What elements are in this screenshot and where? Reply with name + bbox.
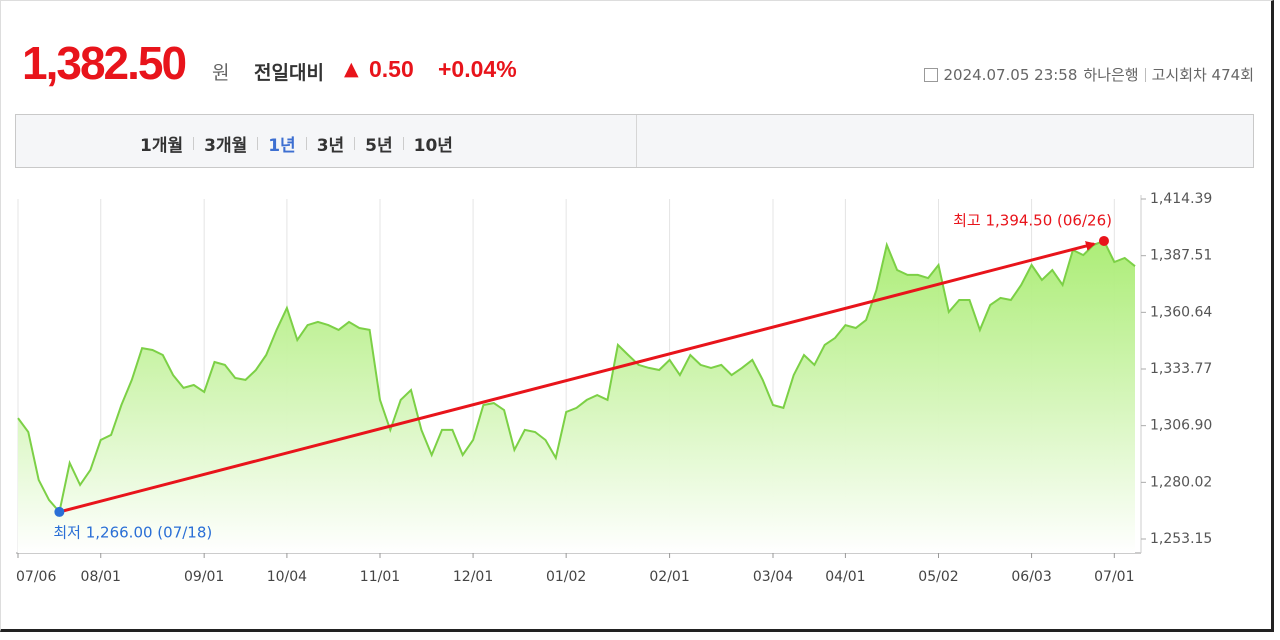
change: 0.50 xyxy=(369,56,414,82)
chart: 07/06 08/01 09/01 10/04 11/01 12/01 01/02 02/01… xyxy=(16,191,1212,585)
high-marker xyxy=(1098,235,1109,246)
period-tab[interactable]: 10년 xyxy=(413,136,453,156)
x-tick-label: 09/01 xyxy=(184,569,224,585)
y-tick-label: 1,414.39 xyxy=(1150,191,1212,207)
low-marker xyxy=(54,506,65,517)
separator xyxy=(257,137,259,150)
change-label: 전일대비 xyxy=(254,62,324,84)
x-tick-label: 07/06 xyxy=(16,569,56,585)
period-tab[interactable]: 5년 xyxy=(365,136,393,156)
y-tick-label: 1,280.02 xyxy=(1150,474,1212,490)
icon xyxy=(923,67,938,82)
x-tick-label: 03/04 xyxy=(753,569,793,585)
x-tick-label: 07/01 xyxy=(1094,569,1134,585)
line xyxy=(17,239,1136,515)
tabs: 1개월 3개월 1년 3년 5년 10년 xyxy=(140,131,453,156)
x-tick-label: 08/01 xyxy=(81,569,121,585)
tab-bar: 1개월 3개월 1년 3년 5년 10년 xyxy=(15,114,1254,168)
x-tick-label: 02/01 xyxy=(649,569,689,585)
period-tab[interactable]: 3개월 xyxy=(204,136,248,156)
unit: 원 xyxy=(212,62,230,84)
divider xyxy=(636,115,637,167)
x-tick-label: 05/02 xyxy=(918,569,958,585)
x-tick-label: 04/01 xyxy=(825,569,865,585)
separator xyxy=(354,137,356,150)
trend-arrow xyxy=(58,241,1096,514)
low-annotation: 최저 1,266.00 (07/18) xyxy=(53,523,212,541)
high-annotation: 최고 1,394.50 (06/26) xyxy=(953,211,1112,229)
meta: 2024.07.05 23:58 하나은행 고시회차 474회 xyxy=(923,64,1254,85)
period-tab[interactable]: 3년 xyxy=(316,136,345,156)
change-pct: +0.04% xyxy=(438,56,517,82)
bank: 하나은행 xyxy=(1083,66,1139,84)
x-tick-label: 10/04 xyxy=(267,569,307,585)
round: 고시회차 474회 xyxy=(1151,66,1254,84)
separator xyxy=(402,137,404,150)
x-tick-label: 12/01 xyxy=(453,569,493,585)
period-tab[interactable]: 1개월 xyxy=(140,136,184,156)
separator xyxy=(1144,67,1146,82)
y-tick-label: 1,387.51 xyxy=(1150,248,1212,264)
x-tick-label: 06/03 xyxy=(1011,569,1051,585)
separator xyxy=(305,137,307,150)
area xyxy=(18,240,1135,553)
change-arrow: ▲ xyxy=(344,58,359,80)
y-tick-label: 1,253.15 xyxy=(1150,531,1212,547)
y-tick-label: 1,333.77 xyxy=(1150,361,1212,377)
separator xyxy=(193,137,195,150)
x-tick-label: 01/02 xyxy=(546,569,586,585)
y-tick-label: 1,306.90 xyxy=(1150,418,1212,434)
x-tick-label: 11/01 xyxy=(360,569,400,585)
datetime: 2024.07.05 23:58 xyxy=(943,65,1078,84)
y-tick-label: 1,360.64 xyxy=(1150,304,1212,320)
period-tab[interactable]: 1년 xyxy=(268,136,296,156)
price: 1,382.50 xyxy=(22,37,187,89)
